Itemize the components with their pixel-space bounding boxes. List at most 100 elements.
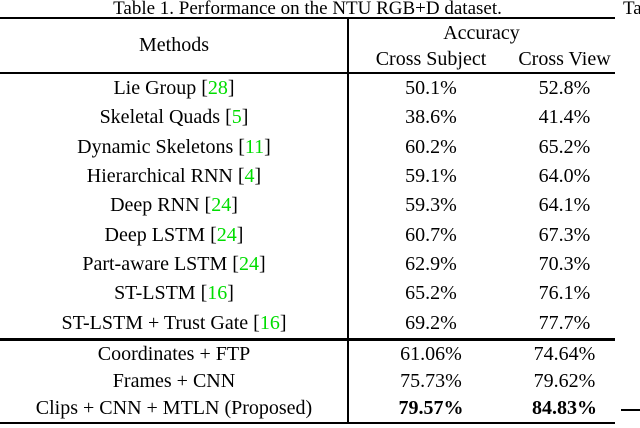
method-name: Dynamic Skeletons <box>77 135 234 158</box>
cross-subject-value: 65.2% <box>405 282 457 305</box>
method-name: ST-LSTM <box>114 282 196 305</box>
citation-ref: 4 <box>244 165 255 188</box>
table-row: Skeletal Quads [5] 38.6% 41.4% <box>0 103 615 132</box>
citation-bracket: ] <box>254 165 262 188</box>
method-cell: Skeletal Quads [5] <box>0 106 348 129</box>
method-name: Part-aware LSTM <box>82 253 228 276</box>
table-row: Part-aware LSTM [24] 62.9% 70.3% <box>0 250 615 279</box>
cross-view-value: 84.83% <box>532 397 597 419</box>
method-name: Lie Group <box>113 77 197 100</box>
table-header-row: Methods Accuracy Cross Subject Cross Vie… <box>0 19 615 74</box>
proposed-methods-section: Coordinates + FTP 61.06% 74.64% Frames + CN… <box>0 338 615 422</box>
citation-bracket: [ <box>205 223 217 246</box>
cross-view-value: 67.3% <box>538 223 591 246</box>
citation-bracket: ] <box>264 135 271 158</box>
method-cell: ST-LSTM [16] <box>0 282 348 305</box>
citation-ref: 24 <box>216 223 237 246</box>
accuracy-column-header: Accuracy <box>443 22 520 44</box>
method-cell: Lie Group [28] <box>0 77 348 100</box>
citation-bracket: [ <box>232 165 245 188</box>
table-row: Frames + CNN 75.73% 79.62% <box>0 368 615 395</box>
citation-bracket: [ <box>227 253 239 276</box>
citation-ref: 5 <box>231 106 242 129</box>
citation-bracket: ] <box>231 194 238 217</box>
method-cell: Part-aware LSTM [24] <box>0 253 348 276</box>
cross-view-value: 41.4% <box>538 106 591 129</box>
cited-methods-section: Lie Group [28] 50.1% 52.8% Skeletal Quads [… <box>0 74 615 338</box>
method-name: Hierarchical RNN <box>86 165 233 188</box>
accuracy-header-group: Accuracy Cross Subject Cross View <box>348 19 615 72</box>
table-row: Deep RNN [24] 59.3% 64.1% <box>0 191 615 220</box>
cross-subject-value: 59.1% <box>405 165 457 188</box>
cross-subject-value: 38.6% <box>405 106 457 129</box>
cross-view-value: 74.64% <box>533 343 596 365</box>
citation-bracket: ] <box>241 106 249 129</box>
accuracy-subheaders: Cross Subject Cross View <box>348 46 615 72</box>
table-row: ST-LSTM [16] 65.2% 76.1% <box>0 279 615 308</box>
cross-subject-column-header: Cross Subject <box>375 48 487 70</box>
citation-bracket: ] <box>227 282 234 305</box>
citation-bracket: ] <box>227 77 235 100</box>
cross-view-value: 70.3% <box>538 253 591 276</box>
cross-subject-value: 59.3% <box>405 194 457 217</box>
method-name: Clips + CNN + MTLN (Proposed) <box>35 397 313 419</box>
method-cell: Coordinates + FTP <box>0 343 348 366</box>
cross-view-value: 76.1% <box>538 282 591 305</box>
cross-view-value: 64.0% <box>538 165 591 188</box>
methods-column-header: Methods <box>139 34 209 56</box>
method-cell: Frames + CNN <box>0 370 348 393</box>
method-cell: ST-LSTM + Trust Gate [16] <box>0 312 348 335</box>
method-cell: Dynamic Skeletons [11] <box>0 136 348 159</box>
cross-subject-value: 50.1% <box>405 77 457 100</box>
table-row: Lie Group [28] 50.1% 52.8% <box>0 74 615 103</box>
table-row: Coordinates + FTP 61.06% 74.64% <box>0 341 615 368</box>
citation-bracket: ] <box>279 311 287 334</box>
results-table: Methods Accuracy Cross Subject Cross Vie… <box>0 17 615 424</box>
method-cell: Hierarchical RNN [4] <box>0 165 348 188</box>
method-name: Deep LSTM <box>104 223 206 246</box>
citation-bracket: [ <box>248 311 260 334</box>
column-divider-rule <box>347 17 349 424</box>
cross-view-value: 79.62% <box>533 370 596 392</box>
citation-bracket: ] <box>236 223 244 246</box>
citation-bracket: [ <box>233 135 245 158</box>
cross-view-value: 77.7% <box>538 311 591 334</box>
adjacent-table-rule-fragment <box>621 409 640 411</box>
citation-bracket: [ <box>195 282 208 305</box>
cross-subject-value: 79.57% <box>398 397 464 419</box>
citation-bracket: [ <box>196 77 208 100</box>
method-name: Coordinates + FTP <box>97 343 251 365</box>
citation-ref: 11 <box>244 135 265 158</box>
table-row: Clips + CNN + MTLN (Proposed) 79.57% 84.83… <box>0 395 615 422</box>
cross-subject-value: 61.06% <box>400 343 462 365</box>
cross-subject-value: 60.7% <box>405 223 457 246</box>
citation-ref: 28 <box>207 77 228 100</box>
citation-bracket: [ <box>220 106 232 129</box>
table-row: ST-LSTM + Trust Gate [16] 69.2% 77.7% <box>0 309 615 338</box>
cross-view-column-header: Cross View <box>518 48 611 70</box>
citation-bracket: [ <box>199 194 212 217</box>
table-row: Dynamic Skeletons [11] 60.2% 65.2% <box>0 133 615 162</box>
method-name: Deep RNN <box>110 194 200 217</box>
table-row: Deep LSTM [24] 60.7% 67.3% <box>0 221 615 250</box>
cross-view-value: 52.8% <box>538 77 591 100</box>
adjacent-column-caption-fragment: Ta <box>623 0 640 19</box>
citation-ref: 16 <box>259 311 280 334</box>
table-caption: Table 1. Performance on the NTU RGB+D da… <box>113 0 502 19</box>
method-cell: Deep RNN [24] <box>0 194 348 217</box>
citation-ref: 24 <box>211 194 232 217</box>
method-cell: Deep LSTM [24] <box>0 224 348 247</box>
table-row: Hierarchical RNN [4] 59.1% 64.0% <box>0 162 615 191</box>
cross-subject-value: 75.73% <box>400 370 462 392</box>
cross-subject-value: 69.2% <box>405 311 457 334</box>
cross-subject-value: 60.2% <box>405 135 457 158</box>
citation-ref: 16 <box>207 282 228 305</box>
cross-view-value: 64.1% <box>538 194 591 217</box>
method-name: ST-LSTM + Trust Gate <box>61 311 249 334</box>
method-name: Frames + CNN <box>112 370 236 392</box>
method-cell: Clips + CNN + MTLN (Proposed) <box>0 397 348 420</box>
cross-view-value: 65.2% <box>538 135 591 158</box>
method-name: Skeletal Quads <box>99 106 221 129</box>
citation-bracket: ] <box>258 253 266 276</box>
